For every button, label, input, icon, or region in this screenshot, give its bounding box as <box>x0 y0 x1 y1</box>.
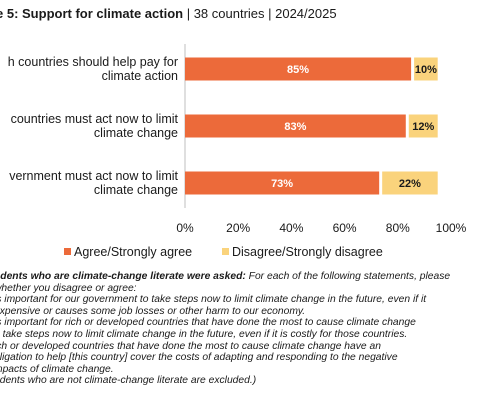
chart-title-main: e 5: Support for climate action <box>0 6 184 21</box>
x-tick-label: 0% <box>176 221 194 235</box>
notes-lead: ndents who are climate-change literate w… <box>0 271 246 282</box>
bar-agree <box>185 57 412 81</box>
notes-line: expensive or causes some job losses or o… <box>0 305 306 317</box>
bar-chart: h countries should help pay for climate a… <box>8 44 467 259</box>
notes-line: ich or developed countries that have don… <box>0 340 381 352</box>
data-label: 12% <box>412 121 434 133</box>
notes-line: is important for rich or developed count… <box>0 317 416 329</box>
bar-disagree <box>414 57 438 81</box>
chart-title-subtitle: | 38 countries | 2024/2025 <box>183 6 337 21</box>
bar-agree <box>185 171 380 195</box>
data-label: 85% <box>287 64 309 76</box>
bar-disagree <box>408 114 438 138</box>
data-label: 83% <box>284 121 306 133</box>
x-tick-label: 40% <box>279 221 303 235</box>
bar-disagree <box>382 171 438 195</box>
x-tick-label: 80% <box>386 221 410 235</box>
x-tick-label: 60% <box>333 221 357 235</box>
legend-label: Agree/Strongly agree <box>74 245 192 259</box>
chart-notes: ndents who are climate-change literate w… <box>0 271 497 387</box>
notes-lead-rest: For each of the following statements, pl… <box>245 271 451 282</box>
legend-swatch-agree <box>64 248 71 255</box>
notes-line: is important for our government to take … <box>0 294 427 306</box>
category-label: vernment must act now to limit climate ch… <box>9 169 178 197</box>
notes-line: ndents who are not climate-change litera… <box>0 375 257 387</box>
x-tick-label: 20% <box>226 221 250 235</box>
notes-line: bligation to help [this country] cover t… <box>0 352 398 364</box>
data-label: 73% <box>271 178 293 190</box>
notes-line: o take steps now to limit climate change… <box>0 328 408 340</box>
chart-title: e 5: Support for climate action | 38 cou… <box>0 6 337 21</box>
category-label: countries must act now to limit climate c… <box>11 112 179 140</box>
data-label: 10% <box>415 64 437 76</box>
x-tick-label: 100% <box>436 221 467 235</box>
legend-label: Disagree/Strongly disagree <box>232 245 383 259</box>
notes-line: whether you disagree or agree: <box>0 282 137 294</box>
notes-line: mpacts of climate change. <box>0 363 114 375</box>
data-label: 22% <box>399 178 421 190</box>
category-label: h countries should help pay for climate a… <box>8 55 178 83</box>
bar-agree <box>185 114 406 138</box>
legend-swatch-disagree <box>222 248 229 255</box>
